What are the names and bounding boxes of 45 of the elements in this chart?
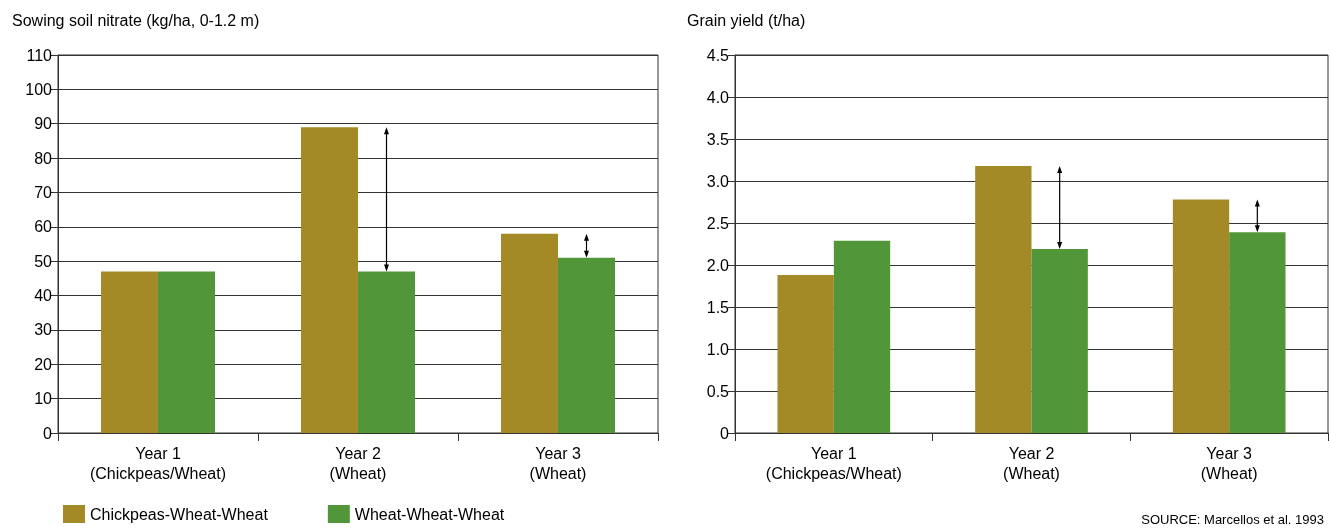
bar [358, 271, 415, 433]
bar [158, 271, 215, 433]
y-tick-label: 2.5 [706, 214, 730, 232]
x-tick-label: Year 3 (Wheat) [529, 444, 587, 482]
y-tick-label: 0.5 [706, 382, 730, 400]
x-tick-label: Year 2 (Wheat) [329, 444, 387, 482]
x-tick-label: Year 1 (Chickpeas/Wheat) [765, 444, 902, 482]
bar [301, 127, 358, 433]
y-tick-label: 3.5 [706, 130, 730, 148]
bar [1031, 249, 1088, 433]
bar [101, 271, 158, 433]
y-tick-label: 80 [34, 149, 53, 167]
y-tick-label: 4.0 [706, 88, 730, 106]
bar [1229, 232, 1286, 433]
y-tick-label: 3.0 [706, 172, 730, 190]
y-tick-label: 40 [34, 287, 53, 305]
bar [501, 233, 558, 433]
y-tick-label: 1.5 [706, 298, 730, 316]
bar [975, 165, 1032, 433]
y-tick-label: 100 [25, 80, 53, 98]
y-tick-label: 110 [26, 46, 53, 64]
y-tick-label: 10 [34, 390, 53, 408]
y-tick-label: 70 [34, 183, 53, 201]
bar [777, 275, 834, 433]
y-tick-label: 60 [34, 218, 53, 236]
y-tick-label: 90 [34, 115, 53, 133]
y-tick-label: 4.5 [706, 46, 730, 64]
y-tick-label: 50 [34, 252, 53, 270]
x-tick-label: Year 1 (Chickpeas/Wheat) [89, 444, 227, 482]
y-axis-title: Grain yield (t/ha) [687, 11, 806, 29]
legend-label: Chickpeas-Wheat-Wheat [90, 505, 269, 523]
source-note: SOURCE: Marcellos et al. 1993 [1141, 512, 1324, 527]
y-tick-label: 0 [720, 424, 730, 442]
y-tick-label: 1.0 [706, 340, 730, 358]
x-tick-label: Year 2 (Wheat) [1003, 444, 1060, 482]
legend-label: Wheat-Wheat-Wheat [354, 505, 505, 523]
bar [1172, 199, 1230, 433]
y-tick-label: 30 [34, 321, 53, 339]
y-tick-label: 20 [34, 355, 53, 373]
x-tick-label: Year 3 (Wheat) [1200, 444, 1258, 482]
bar [558, 257, 615, 433]
bar [833, 240, 891, 433]
y-axis-title: Sowing soil nitrate (kg/ha, 0-1.2 m) [12, 11, 260, 29]
y-tick-label: 0 [43, 424, 53, 442]
y-tick-label: 2.0 [706, 256, 730, 274]
